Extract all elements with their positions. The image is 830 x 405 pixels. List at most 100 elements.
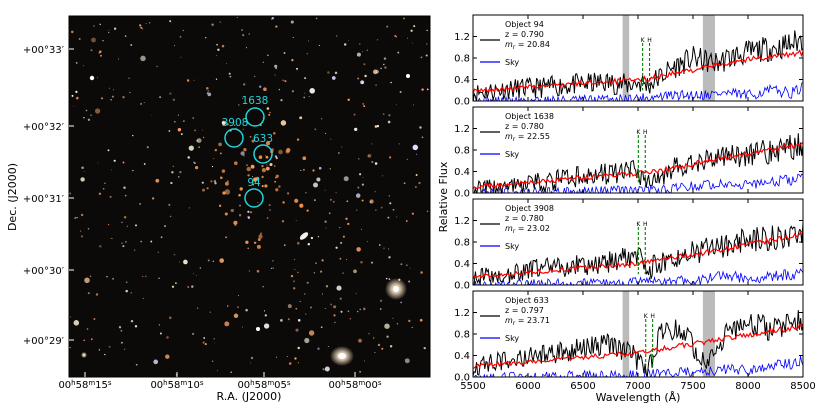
star	[158, 324, 161, 326]
x-tick-label: 8500	[790, 381, 815, 392]
cluster-galaxy	[194, 165, 199, 170]
star	[278, 88, 281, 91]
star	[425, 54, 428, 57]
star-field	[69, 16, 429, 376]
legend-magnitude: mr = 23.71	[505, 316, 550, 327]
marker-circle-3908	[224, 128, 244, 148]
star	[360, 80, 365, 85]
cluster-galaxy	[299, 203, 304, 208]
star	[291, 90, 294, 93]
star	[202, 136, 205, 139]
bright-star-core	[393, 286, 399, 292]
star	[315, 262, 317, 264]
star	[380, 206, 383, 209]
dec-tick-label: +00°30′	[23, 266, 65, 277]
star	[140, 103, 142, 105]
cluster-galaxy	[252, 183, 255, 186]
x-tick-label: 7000	[625, 381, 650, 392]
star	[426, 210, 429, 213]
star	[212, 360, 214, 362]
star	[374, 352, 376, 354]
star	[375, 84, 377, 86]
star	[357, 186, 360, 189]
star	[71, 30, 74, 34]
star	[143, 163, 146, 165]
star	[386, 335, 389, 338]
star	[274, 74, 276, 76]
star	[159, 96, 162, 99]
star	[378, 244, 381, 246]
star	[224, 321, 230, 327]
sky-image	[69, 16, 430, 377]
star	[327, 346, 329, 347]
star	[419, 126, 422, 129]
star	[314, 199, 316, 201]
star	[168, 130, 171, 132]
star	[271, 18, 273, 20]
star	[230, 371, 232, 373]
star	[415, 186, 417, 188]
cluster-galaxy	[286, 192, 290, 195]
star	[142, 275, 144, 278]
star	[377, 343, 381, 347]
star	[175, 282, 177, 284]
y-tick-label: 0.8	[454, 238, 470, 249]
star	[263, 310, 266, 312]
star	[325, 285, 329, 288]
cluster-galaxy	[258, 234, 263, 239]
star	[157, 251, 159, 253]
absorption-line-label: K	[636, 221, 641, 228]
star	[382, 175, 384, 177]
star	[125, 281, 128, 284]
star	[374, 191, 376, 193]
star	[338, 226, 341, 229]
star	[396, 216, 398, 218]
star	[99, 50, 102, 53]
star	[305, 192, 307, 194]
star	[130, 292, 133, 294]
star	[386, 25, 389, 28]
marker-label-1638: 1638	[242, 95, 269, 107]
star	[416, 153, 418, 155]
star	[124, 194, 127, 197]
cluster-galaxy	[221, 169, 226, 173]
bright-galaxy-core	[338, 353, 346, 359]
star	[139, 24, 142, 27]
star	[403, 17, 405, 20]
star	[367, 155, 369, 157]
star	[171, 285, 175, 288]
telluric-band	[622, 291, 630, 377]
star	[90, 114, 92, 117]
star	[80, 177, 85, 182]
star	[353, 113, 356, 116]
star	[187, 156, 190, 159]
star	[266, 164, 268, 166]
star	[304, 313, 307, 315]
star	[111, 169, 113, 171]
star	[376, 39, 379, 41]
star	[320, 118, 323, 120]
star	[384, 323, 390, 329]
cluster-galaxy	[261, 167, 267, 173]
template-spectrum	[473, 49, 803, 94]
cluster-galaxy	[239, 187, 243, 191]
star	[395, 104, 397, 106]
star	[179, 170, 182, 174]
star	[112, 277, 115, 280]
star	[415, 174, 418, 176]
star	[177, 127, 182, 132]
star	[400, 301, 402, 304]
star	[248, 33, 250, 35]
legend-text: Object 1638	[505, 112, 554, 121]
star	[202, 341, 205, 344]
star	[79, 230, 82, 232]
star	[151, 114, 153, 116]
star	[82, 65, 84, 67]
cluster-galaxy	[256, 244, 261, 249]
star	[118, 326, 122, 329]
star	[99, 23, 101, 26]
star	[85, 109, 88, 112]
bright-star	[81, 352, 87, 358]
star	[303, 96, 306, 99]
